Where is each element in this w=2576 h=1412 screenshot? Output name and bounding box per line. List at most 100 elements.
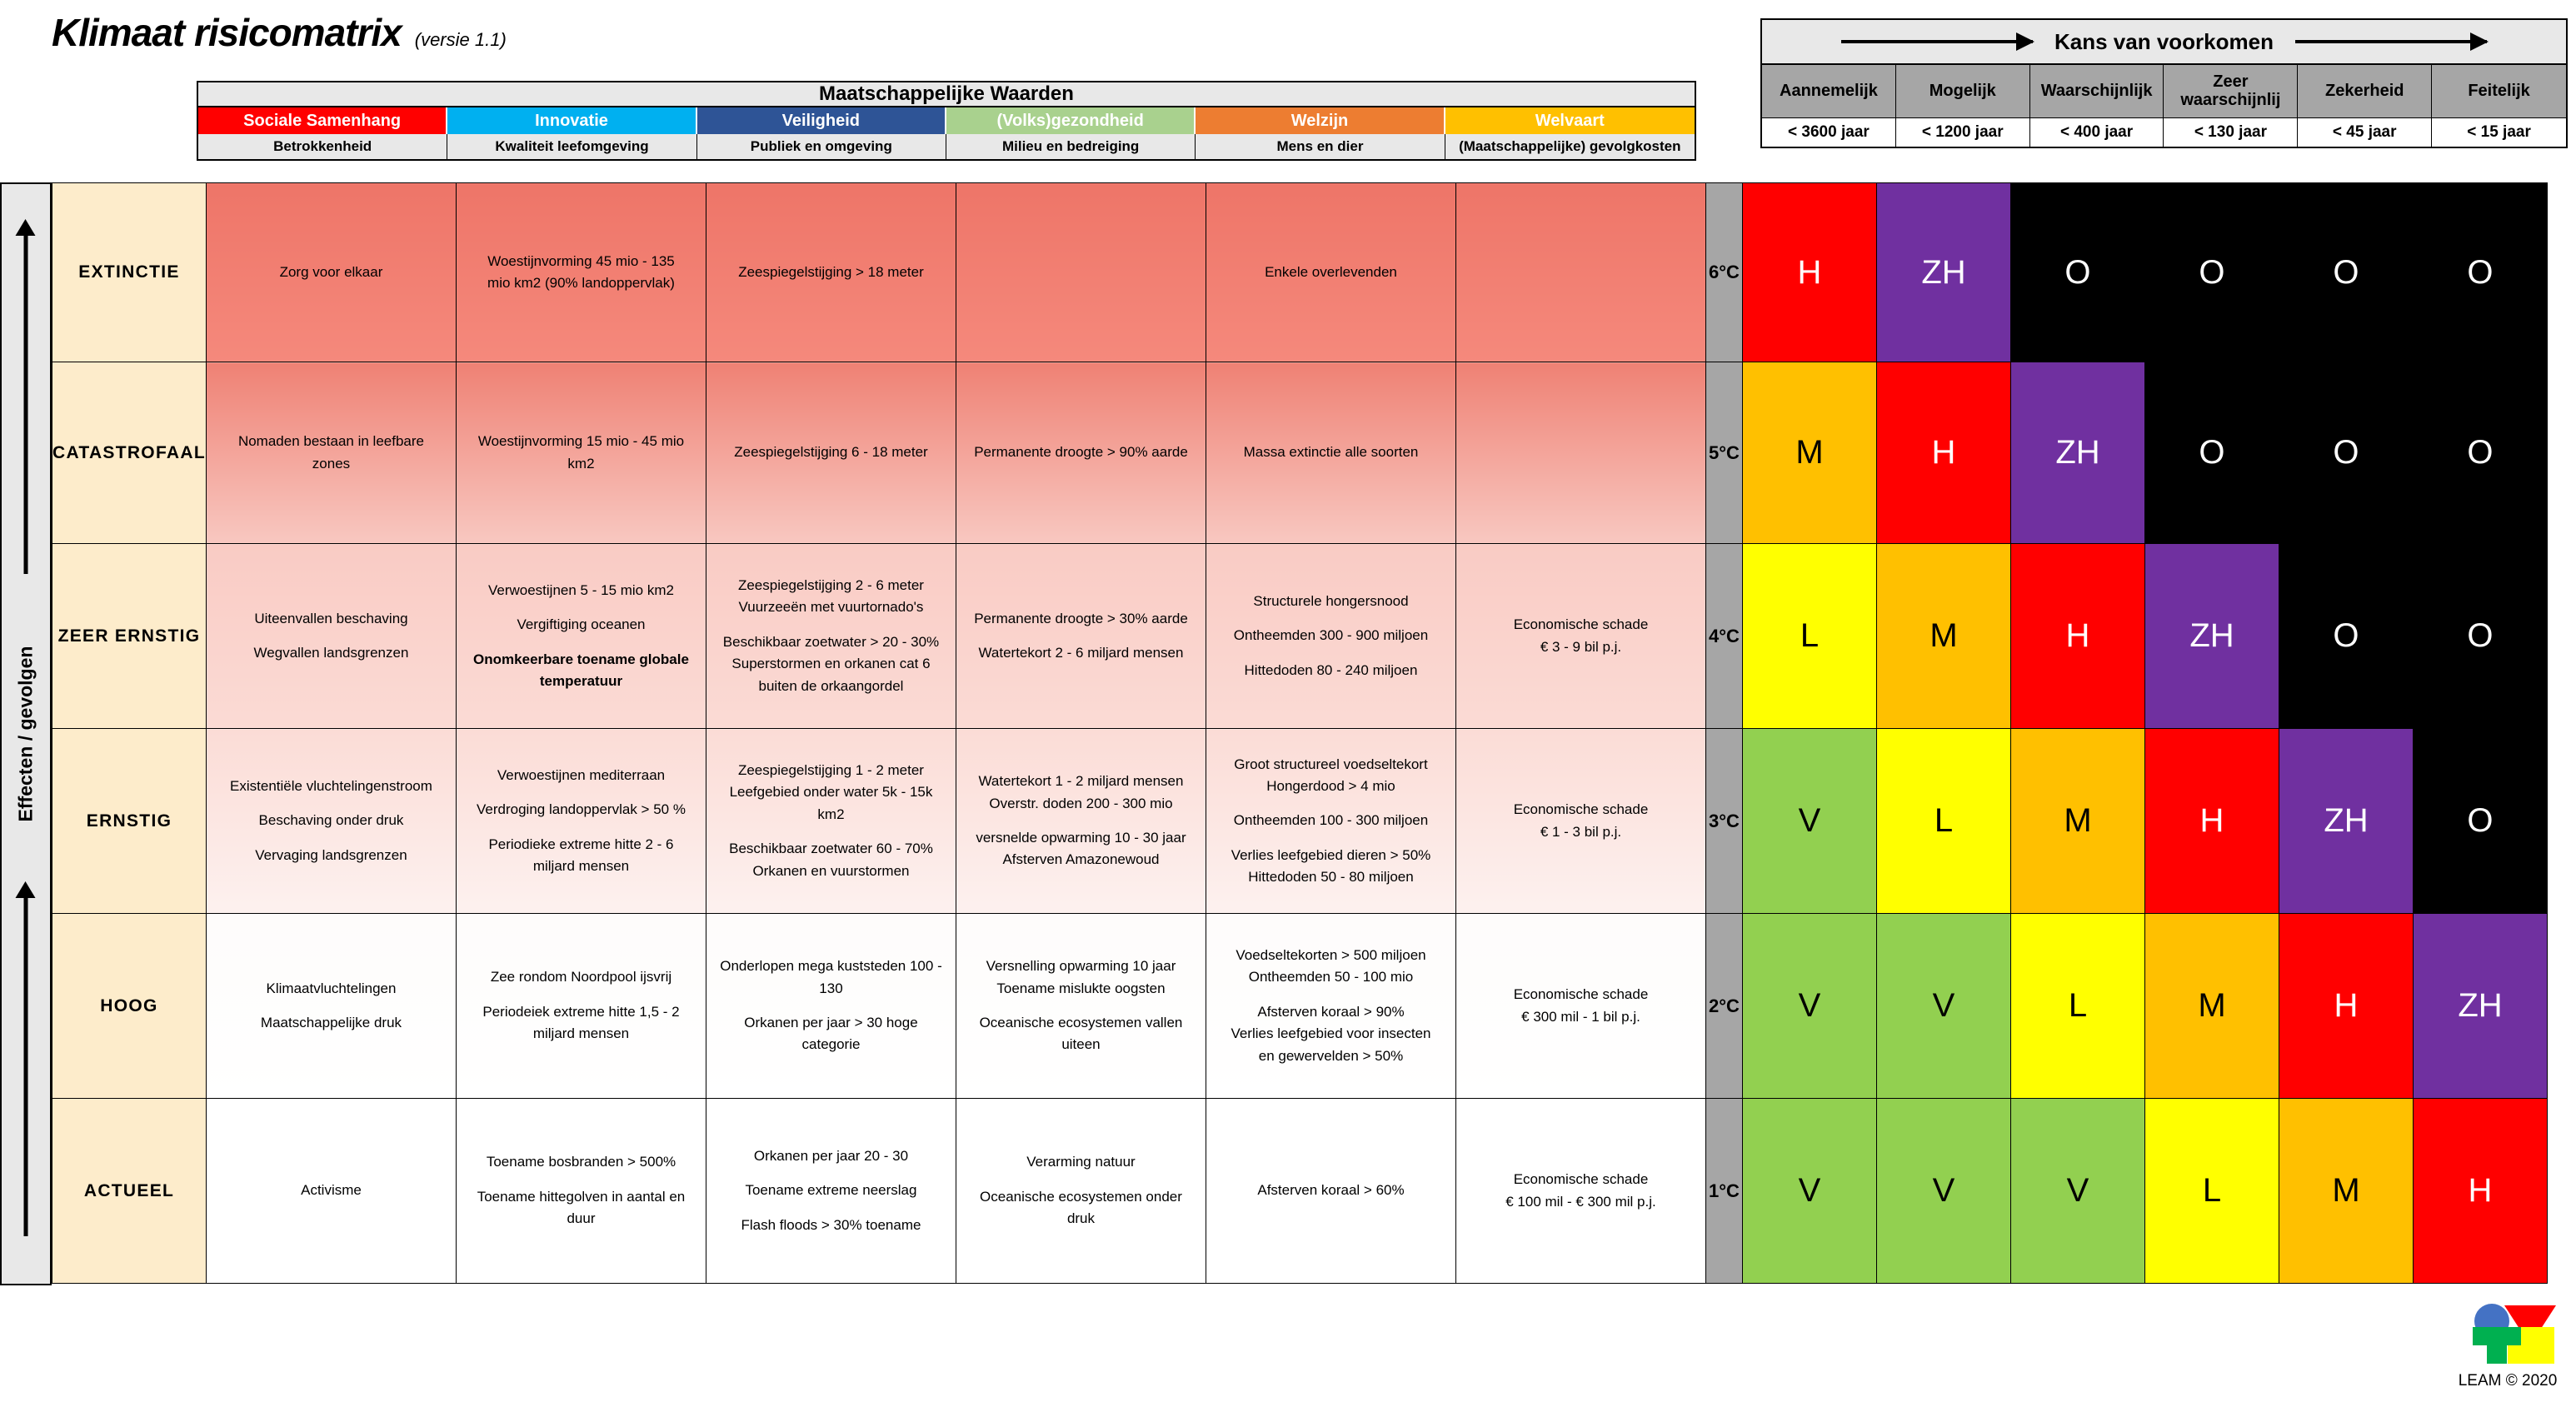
leam-logo: LEAM © 2020 bbox=[2449, 1304, 2566, 1404]
cell-r0-c4: Enkele overlevenden bbox=[1205, 182, 1456, 362]
cell-line: Vuurzeeën met vuurtornado's bbox=[738, 599, 924, 616]
cell-r0-c0: Zorg voor elkaar bbox=[205, 182, 457, 362]
cell-r4-c0: Klimaatvluchtelingen Maatschappelijke dru… bbox=[205, 913, 457, 1099]
cell-line: Economische schade bbox=[1513, 1171, 1649, 1188]
cell-line: Versnelling opwarming 10 jaar bbox=[986, 958, 1176, 975]
probability-title-bar: Kans van voorkomen bbox=[1760, 18, 2568, 65]
effects-axis-label: Effecten / gevolgen bbox=[14, 646, 37, 822]
risk-cell-r3-c2: M bbox=[2009, 728, 2145, 914]
cell-r2-c4: Structurele hongersnood Ontheemden 300 - … bbox=[1205, 543, 1456, 729]
cell-line: Nomaden bestaan in leefbare bbox=[237, 433, 424, 450]
risk-cell-r0-c1: ZH bbox=[1875, 182, 2011, 362]
spacer bbox=[962, 1000, 1200, 1012]
probability-year-3: < 130 jaar bbox=[2164, 118, 2299, 147]
cell-line: categorie bbox=[801, 1036, 861, 1053]
probability-year-2: < 400 jaar bbox=[2029, 118, 2164, 147]
cell-line: Uiteenvallen beschaving bbox=[254, 610, 408, 626]
temperature-1c: 1°C bbox=[1705, 1098, 1743, 1284]
cell-line: Economische schade bbox=[1513, 986, 1649, 1003]
cell-line: versnelde opwarming 10 - 30 jaar bbox=[976, 830, 1186, 846]
cell-r5-c3: Verarming natuur Oceanische ecosystemen o… bbox=[955, 1098, 1206, 1284]
spacer bbox=[212, 630, 450, 642]
cell-line: Zeespiegelstijging 6 - 18 meter bbox=[734, 444, 928, 461]
matrix-row: CATASTROFAAL Nomaden bestaan in leefbare z… bbox=[52, 362, 2548, 544]
arrow-right-icon bbox=[1841, 32, 2034, 51]
cell-line: Onomkeerbare toename globale bbox=[473, 651, 689, 667]
cell-r0-c1: Woestijnvorming 45 mio - 135 mio km2 (90%… bbox=[455, 182, 706, 362]
risk-cell-r5-c2: V bbox=[2009, 1098, 2145, 1284]
risk-cell-r3-c1: L bbox=[1875, 728, 2011, 914]
temperature-6c: 6°C bbox=[1705, 182, 1743, 362]
cell-line: Vervaging landsgrenzen bbox=[255, 846, 407, 863]
risk-cell-r1-c5: O bbox=[2412, 362, 2548, 544]
cell-r3-c5: Economische schade € 1 - 3 bil p.j. bbox=[1455, 728, 1706, 914]
cell-line: Ontheemden 300 - 900 miljoen bbox=[1233, 627, 1429, 644]
temperature-5c: 5°C bbox=[1705, 362, 1743, 544]
cell-r3-c1: Verwoestijnen mediterraan Verdroging land… bbox=[455, 728, 706, 914]
cell-line: Verwoestijnen mediterraan bbox=[497, 766, 666, 783]
probability-title: Kans van voorkomen bbox=[2054, 28, 2274, 54]
spacer bbox=[462, 1174, 700, 1186]
cell-line: Economische schade bbox=[1513, 801, 1649, 818]
cell-line: Enkele overlevenden bbox=[1265, 263, 1397, 280]
cell-line: Toename extreme neerslag bbox=[745, 1182, 917, 1199]
cell-line: Watertekort 2 - 6 miljard mensen bbox=[978, 645, 1184, 661]
row-label-extinctie: EXTINCTIE bbox=[52, 182, 207, 362]
cell-line: Zeespiegelstijging 2 - 6 meter bbox=[737, 577, 924, 594]
spacer bbox=[712, 1000, 950, 1012]
cell-r1-c0: Nomaden bestaan in leefbare zones bbox=[205, 362, 457, 544]
cell-line: Periodieke extreme hitte 2 - 6 bbox=[488, 836, 674, 852]
risk-cell-r4-c5: ZH bbox=[2412, 913, 2548, 1099]
societal-values-subtitle-row: Betrokkenheid Kwaliteit leefomgeving Publi… bbox=[197, 134, 1696, 161]
spacer bbox=[712, 619, 950, 631]
societal-subtitle-3: Milieu en bedreiging bbox=[946, 134, 1196, 159]
cell-line: Activisme bbox=[301, 1182, 362, 1199]
spacer bbox=[712, 1202, 950, 1215]
temperature-3c: 3°C bbox=[1705, 728, 1743, 914]
cell-line: druk bbox=[1066, 1210, 1096, 1227]
cell-line: Overstr. doden 200 - 300 mio bbox=[989, 795, 1173, 811]
societal-subtitle-5: (Maatschappelijke) gevolgkosten bbox=[1445, 134, 1695, 159]
cell-line: Structurele hongersnood bbox=[1253, 592, 1409, 609]
cell-r0-c3 bbox=[955, 182, 1206, 362]
cell-line: Economische schade bbox=[1513, 616, 1649, 633]
spacer bbox=[712, 826, 950, 838]
risk-cell-r3-c0: V bbox=[1741, 728, 1877, 914]
cell-line: Ontheemden 50 - 100 mio bbox=[1248, 969, 1414, 985]
risk-cell-r5-c0: V bbox=[1741, 1098, 1877, 1284]
cell-r0-c2: Zeespiegelstijging > 18 meter bbox=[705, 182, 956, 362]
probability-year-row: < 3600 jaar < 1200 jaar < 400 jaar < 130 ja… bbox=[1760, 118, 2568, 148]
risk-cell-r5-c4: M bbox=[2278, 1098, 2414, 1284]
risk-cell-r1-c1: H bbox=[1875, 362, 2011, 544]
spacer bbox=[1212, 612, 1450, 625]
cell-line: Hittedoden 50 - 80 miljoen bbox=[1248, 869, 1414, 886]
probability-level-2: Waarschijnlijk bbox=[2029, 65, 2164, 118]
page-title: Klimaat risicomatrix bbox=[52, 11, 402, 54]
matrix-row: ERNSTIG Existentiële vluchtelingenstroom B… bbox=[52, 728, 2548, 914]
cell-line: Toename mislukte oogsten bbox=[996, 980, 1166, 996]
cell-line: Afsterven Amazonewoud bbox=[1002, 851, 1160, 868]
risk-cell-r1-c0: M bbox=[1741, 362, 1877, 544]
societal-subtitle-1: Kwaliteit leefomgeving bbox=[447, 134, 697, 159]
cell-line: mio km2 (90% landoppervlak) bbox=[487, 275, 675, 291]
risk-cell-r1-c2: ZH bbox=[2009, 362, 2145, 544]
risk-cell-r0-c2: O bbox=[2009, 182, 2145, 362]
cell-line: Orkanen en vuurstormen bbox=[752, 862, 910, 879]
effects-axis-inner: Effecten / gevolgen bbox=[2, 182, 50, 1285]
effects-axis: Effecten / gevolgen bbox=[0, 182, 52, 1285]
cell-line: € 300 mil - 1 bil p.j. bbox=[1521, 1008, 1640, 1025]
risk-cell-r0-c4: O bbox=[2278, 182, 2414, 362]
cell-line: Leefgebied onder water 5k - 15k bbox=[729, 784, 933, 801]
societal-values-header: Maatschappelijke Waarden Sociale Samenha… bbox=[197, 81, 1696, 161]
cell-line: Watertekort 1 - 2 miljard mensen bbox=[978, 773, 1184, 790]
risk-cell-r2-c5: O bbox=[2412, 543, 2548, 729]
cell-r4-c2: Onderlopen mega kuststeden 100 - 130 Orka… bbox=[705, 913, 956, 1099]
risk-cell-r0-c3: O bbox=[2144, 182, 2279, 362]
matrix-row: HOOG Klimaatvluchtelingen Maatschappelijke… bbox=[52, 913, 2548, 1099]
spacer bbox=[962, 1174, 1200, 1186]
societal-values-title: Maatschappelijke Waarden bbox=[197, 81, 1696, 107]
cross-icon-stem bbox=[2487, 1327, 2507, 1364]
spacer bbox=[962, 815, 1200, 827]
cell-line: km2 bbox=[567, 455, 595, 471]
